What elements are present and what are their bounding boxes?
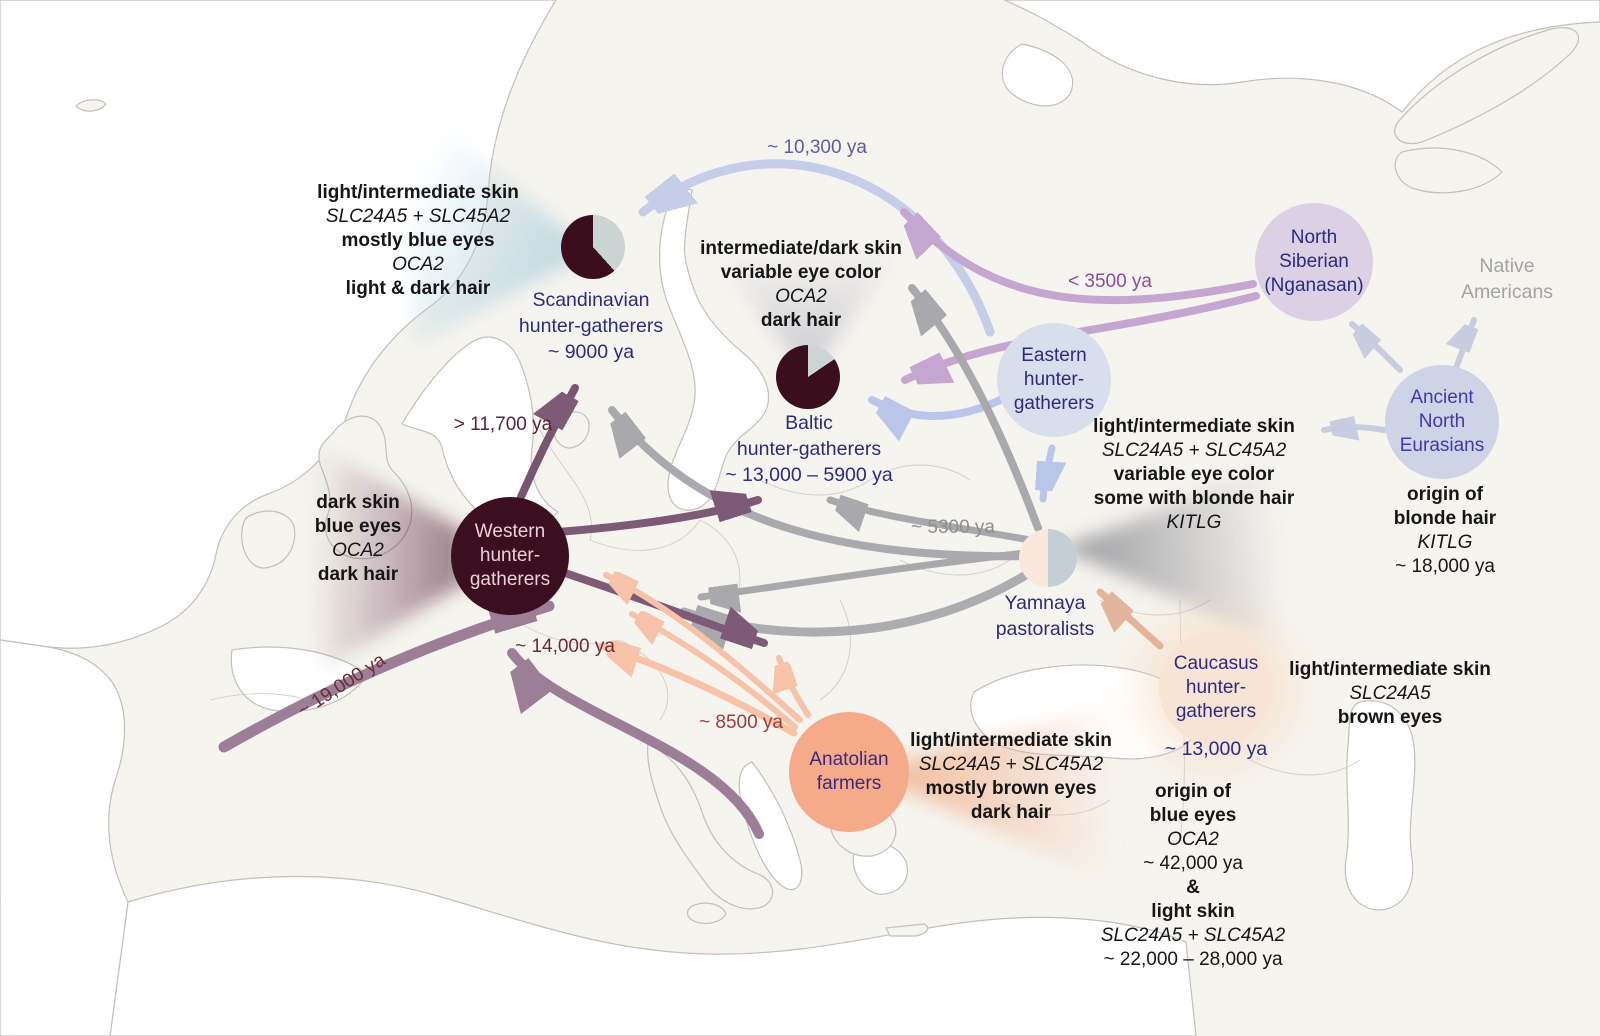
node-label: Ancient — [1410, 387, 1474, 408]
node-ancient-north-eurasians: Ancient North Eurasians — [1385, 365, 1499, 479]
traits-baltic: intermediate/dark skin variable eye colo… — [700, 238, 902, 331]
node-label: Eurasians — [1399, 435, 1485, 456]
arrow-italy-to-whg-14000 — [512, 648, 764, 839]
annotation-blue-eyes-origin: origin of blue eyes OCA2 ~ 42,000 ya & l… — [1100, 781, 1286, 970]
node-label: Caucasus — [1173, 653, 1259, 674]
node-label: North — [1290, 227, 1338, 248]
arrow-ane-to-north-siberian — [1352, 321, 1403, 373]
label-yamnaya: Yamnaya pastoralists — [995, 592, 1095, 640]
node-label: (Nganasan) — [1264, 275, 1364, 296]
node-label: gatherers — [1013, 393, 1095, 414]
yamnaya-pie — [1019, 529, 1077, 587]
label-baltic-hg: Baltic hunter-gatherers ~ 13,000 – 5900 … — [725, 412, 893, 486]
node-caucasus-hg: Caucasus hunter- gatherers — [1159, 631, 1273, 745]
node-label: gatherers — [1175, 701, 1257, 722]
label-native-americans: Native Americans — [1460, 255, 1554, 303]
traits-scandinavian: light/intermediate skin SLC24A5 + SLC45A… — [317, 182, 519, 299]
node-label: Anatolian — [809, 749, 889, 770]
node-north-siberian: North Siberian (Nganasan) — [1255, 203, 1373, 321]
arrow-whg-to-scandinavia-11700 — [517, 384, 579, 501]
arrow-yamnaya-north — [912, 284, 1042, 532]
ancestry-cones — [300, 88, 1316, 882]
node-label: Western — [474, 521, 546, 542]
arrow-caucasus-to-yamnaya — [1100, 588, 1164, 650]
arrow-yamnaya-to-scandinavia — [612, 406, 1040, 561]
arrow-ehg-to-baltic — [868, 392, 1012, 416]
arrow-anatolia-fan-4 — [598, 646, 798, 737]
node-label: gatherers — [469, 569, 551, 590]
arrow-ane-to-native-americans — [1456, 317, 1474, 371]
traits-western: dark skin blue eyes OCA2 dark hair — [314, 492, 402, 585]
label-caucasus-date: ~ 13,000 ya — [1164, 738, 1268, 760]
label-5300-ya: ~ 5300 ya — [911, 517, 995, 538]
arrow-anatolia-fan-3 — [779, 655, 811, 718]
migration-arrows — [218, 159, 1474, 839]
arrow-whg-to-baltic — [554, 500, 762, 536]
arrow-yamnaya-northwest — [826, 500, 1034, 544]
date-baltic: ~ 13,000 – 5900 ya — [725, 464, 893, 486]
node-anatolian-farmers: Anatolian farmers — [789, 712, 909, 832]
date-scandinavian: ~ 9000 ya — [547, 341, 635, 363]
arrow-ehg-to-scandinavia-10300 — [638, 159, 995, 337]
traits-anatolian: light/intermediate skin SLC24A5 + SLC45A… — [910, 730, 1112, 823]
arrow-siberian-west-upper-3500 — [904, 208, 1257, 305]
node-label: Eastern — [1021, 345, 1087, 366]
traits-caucasus: light/intermediate skin SLC24A5 brown ey… — [1289, 659, 1491, 728]
arrow-anatolia-fan-2 — [632, 614, 798, 730]
arrow-ehg-to-yamnaya — [1043, 444, 1052, 503]
arrow-anatolia-fan-1 — [603, 575, 803, 723]
node-label: hunter- — [479, 545, 541, 566]
label-8500-ya: ~ 8500 ya — [699, 712, 783, 733]
label-scandinavian-hg: Scandinavian hunter-gatherers ~ 9000 ya — [518, 289, 664, 363]
node-label: hunter- — [1185, 677, 1247, 698]
node-label: hunter- — [1023, 369, 1085, 390]
node-label: North — [1418, 411, 1466, 432]
node-label: Siberian — [1279, 251, 1349, 272]
traits-steppe: light/intermediate skin SLC24A5 + SLC45A… — [1093, 416, 1295, 533]
label-3500-ya: < 3500 ya — [1068, 271, 1152, 292]
label-11700-ya: > 11,700 ya — [453, 414, 553, 435]
node-eastern-hg: Eastern hunter- gatherers — [997, 323, 1111, 437]
node-western-hg: Western hunter- gatherers — [451, 497, 569, 615]
arrow-whg-east — [552, 566, 768, 643]
arrow-iberia-to-whg-19000 — [218, 606, 555, 753]
baltic-hg-pie — [776, 345, 840, 409]
scandinavian-hg-pie — [561, 215, 625, 279]
label-10300-ya: ~ 10,300 ya — [767, 137, 867, 158]
node-label: farmers — [816, 773, 882, 794]
arrow-ane-west — [1321, 427, 1387, 430]
annotation-blonde-hair-origin: origin of blonde hair KITLG ~ 18,000 ya — [1393, 484, 1497, 577]
label-14000-ya: ~ 14,000 ya — [515, 636, 615, 657]
